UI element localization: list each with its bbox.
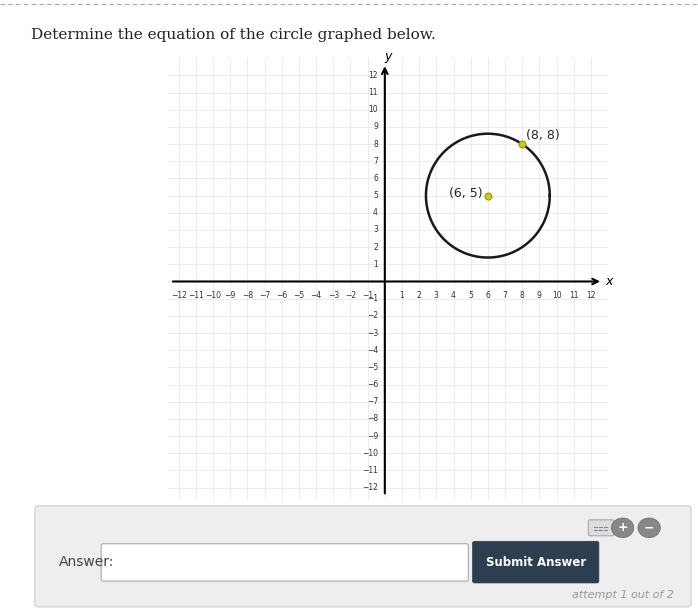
Text: (8, 8): (8, 8) [526, 129, 559, 142]
Text: +: + [617, 521, 628, 535]
Text: −10: −10 [362, 449, 378, 458]
Text: 8: 8 [373, 140, 378, 148]
Text: −10: −10 [205, 291, 221, 300]
Text: −: − [644, 521, 655, 535]
Text: attempt 1 out of 2: attempt 1 out of 2 [572, 590, 674, 600]
Text: 6: 6 [485, 291, 490, 300]
Text: Answer:: Answer: [59, 555, 114, 569]
Text: 2: 2 [373, 243, 378, 252]
Text: −9: −9 [225, 291, 236, 300]
Text: −1: −1 [367, 294, 378, 303]
Text: −4: −4 [366, 346, 378, 355]
Text: 9: 9 [537, 291, 542, 300]
Text: 1: 1 [400, 291, 404, 300]
Text: (6, 5): (6, 5) [449, 188, 483, 200]
Text: 12: 12 [369, 71, 378, 80]
Text: 10: 10 [551, 291, 561, 300]
Text: Determine the equation of the circle graphed below.: Determine the equation of the circle gra… [31, 28, 436, 42]
Text: −5: −5 [293, 291, 304, 300]
Text: 9: 9 [373, 123, 378, 131]
Text: x: x [605, 275, 613, 288]
Text: 11: 11 [369, 88, 378, 97]
Text: −6: −6 [366, 380, 378, 389]
Text: −11: −11 [362, 466, 378, 475]
Text: −7: −7 [366, 397, 378, 406]
Text: −4: −4 [311, 291, 322, 300]
Text: −3: −3 [327, 291, 339, 300]
Text: 5: 5 [468, 291, 473, 300]
Text: −5: −5 [366, 363, 378, 372]
Text: 3: 3 [373, 226, 378, 234]
Text: −11: −11 [188, 291, 204, 300]
Text: 5: 5 [373, 191, 378, 200]
Text: −7: −7 [259, 291, 270, 300]
Text: −12: −12 [362, 483, 378, 492]
Text: −3: −3 [366, 329, 378, 338]
Text: 8: 8 [520, 291, 525, 300]
Text: 10: 10 [369, 105, 378, 114]
Text: 6: 6 [373, 174, 378, 183]
Text: 4: 4 [451, 291, 456, 300]
Text: −2: −2 [345, 291, 356, 300]
Text: −8: −8 [242, 291, 253, 300]
Text: 7: 7 [503, 291, 507, 300]
Text: −9: −9 [366, 432, 378, 441]
Text: 4: 4 [373, 208, 378, 217]
Text: 7: 7 [373, 157, 378, 166]
Text: 11: 11 [569, 291, 579, 300]
Text: 12: 12 [586, 291, 595, 300]
Text: y: y [385, 50, 392, 63]
Text: 2: 2 [417, 291, 422, 300]
Text: 1: 1 [373, 260, 378, 269]
Text: −1: −1 [362, 291, 373, 300]
Text: −6: −6 [276, 291, 288, 300]
Text: −12: −12 [171, 291, 186, 300]
Text: Submit Answer: Submit Answer [486, 555, 586, 569]
Text: 3: 3 [434, 291, 439, 300]
Text: −2: −2 [367, 311, 378, 321]
Text: −8: −8 [367, 414, 378, 424]
